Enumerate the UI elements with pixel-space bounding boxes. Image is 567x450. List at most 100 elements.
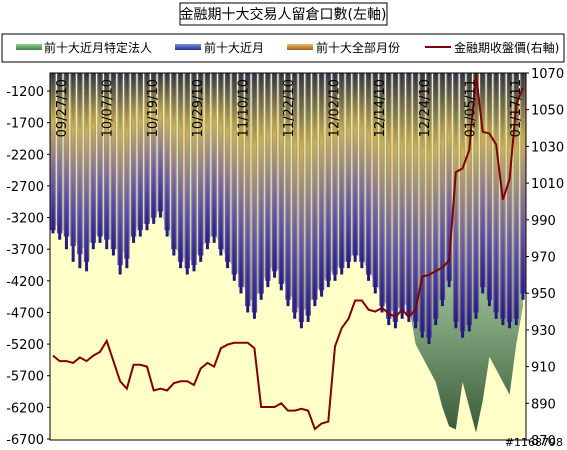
date-label: 12/24/10 [418,79,433,137]
bar-near-month [508,73,512,329]
bar-near-month [111,73,115,256]
left-tick-label: -4700 [6,306,44,321]
legend-label-near-month: 前十大近月 [204,40,264,55]
chart-title: 金融期十大交易人留倉口數(左軸) [180,6,387,23]
left-tick-label: -5200 [6,338,44,353]
bar-near-month [185,73,189,275]
bar-near-month [340,73,344,275]
bar-near-month [273,73,277,278]
date-label: 10/19/10 [146,79,161,137]
bar-near-month [71,73,75,262]
bar-near-month [239,73,243,294]
bar-near-month [293,73,297,319]
bar-near-month [353,73,357,262]
bar-near-month [145,73,149,231]
legend-label-close-price: 金融期收盤價(右軸) [454,40,559,55]
bar-near-month [420,73,424,338]
bar-near-month [78,73,82,269]
bar-near-month [373,73,377,294]
bar-near-month [179,73,183,269]
bar-near-month [487,73,491,307]
legend: 前十大近月特定法人 前十大近月 前十大全部月份 金融期收盤價(右軸) [16,40,559,55]
right-tick-label: 970 [531,251,556,266]
bar-near-month [58,73,62,240]
date-label: 12/02/10 [327,79,342,137]
date-label: 11/10/10 [237,79,252,137]
bar-near-month [326,73,330,288]
bar-near-month [252,73,256,319]
bar-near-month [494,73,498,319]
bar-near-month [51,73,55,234]
legend-label-inst-near-month: 前十大近月特定法人 [44,40,152,55]
bar-near-month [158,73,162,218]
bar-near-month [454,73,458,329]
watermark: #1168798 [505,436,563,449]
title-box [179,2,388,26]
bar-near-month [165,73,169,237]
left-axis: -1200 -1700 -2200 -2700 -3200 -3700 -4200 -4700… [6,85,50,448]
left-tick-label: -3200 [6,212,44,227]
bar-near-month [125,73,129,269]
close-price-line [52,73,524,431]
bar-near-month [286,73,290,307]
left-tick-label: -4200 [6,275,44,290]
left-tick-label: -5700 [6,370,44,385]
bar-near-month [313,73,317,307]
right-tick-label: 1050 [531,104,564,119]
right-tick-label: 930 [531,324,556,339]
date-label: 10/07/10 [100,79,115,137]
bar-near-month [85,73,89,272]
bar-near-month [320,73,324,297]
bar-near-month [266,73,270,288]
bar-near-month [212,73,216,243]
bar-near-month [474,73,478,319]
bar-near-month [259,73,263,300]
bar-near-month [172,73,176,256]
bar-near-month [91,73,95,250]
bars-layer [50,73,526,345]
bar-near-month [407,73,411,322]
left-tick-label: -6200 [6,401,44,416]
bar-near-month [414,73,418,329]
bar-near-month [387,73,391,326]
bar-near-month [393,73,397,329]
right-tick-label: 950 [531,287,556,302]
date-label: 12/14/10 [373,79,388,137]
bar-near-month [64,73,68,250]
bar-near-month [447,73,451,288]
bar-near-month [299,73,303,329]
bar-near-month [98,73,102,243]
bar-near-month [440,73,444,307]
left-tick-label: -1700 [6,117,44,132]
right-axis: 1070 1050 1030 1010 990 970 950 930 910 890 870 [526,67,564,449]
bar-near-month [138,73,142,237]
bar-near-month [367,73,371,281]
bar-near-month [400,73,404,319]
right-tick-label: 870 [531,434,556,449]
bar-near-month [434,73,438,326]
bar-near-month [232,73,236,281]
bar-near-month [481,73,485,294]
right-tick-label: 990 [531,214,556,229]
bar-near-month [205,73,209,250]
left-tick-label: -3700 [6,243,44,258]
bar-near-month [427,73,431,345]
bar-near-month [467,73,471,332]
bar-near-month [279,73,283,291]
bar-near-month [226,73,230,269]
bar-near-month [105,73,109,250]
right-tick-label: 1010 [531,177,564,192]
bar-near-month [521,73,525,300]
right-tick-label: 1070 [531,67,564,82]
date-label: 09/27/10 [55,79,70,137]
bar-near-month [118,73,122,275]
date-labels: 09/27/10 10/07/10 10/19/10 10/29/10 11/10/10… [55,79,524,137]
right-tick-label: 890 [531,397,556,412]
left-tick-label: -1200 [6,85,44,100]
bar-near-month [246,73,250,313]
date-label: 01/17/11 [509,79,524,137]
legend-swatch-inst-near-month [16,44,42,50]
legend-box [1,33,565,63]
bar-near-month [380,73,384,313]
